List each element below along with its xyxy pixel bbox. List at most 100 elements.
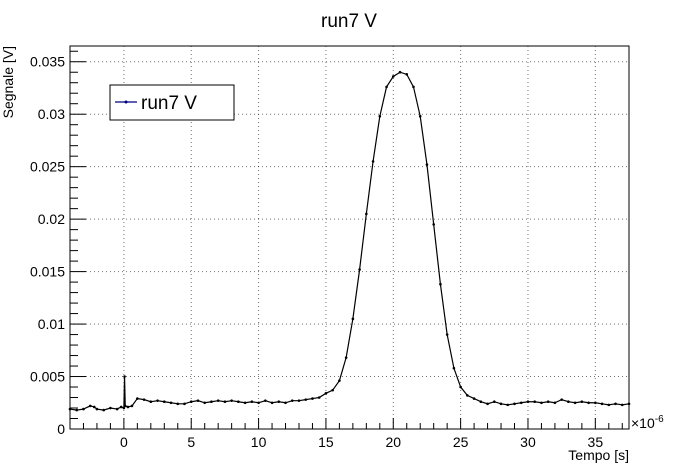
data-point <box>270 401 274 405</box>
y-tick-label: 0.025 <box>30 159 65 175</box>
data-point <box>189 400 193 404</box>
data-point <box>614 402 617 406</box>
x-axis-title: Tempo [s] <box>568 447 629 463</box>
data-point <box>486 402 489 406</box>
data-point <box>499 402 503 406</box>
data-point <box>533 400 537 404</box>
legend-marker-swatch <box>124 100 128 104</box>
data-point <box>304 398 308 401</box>
data-point <box>459 385 462 389</box>
data-point <box>122 406 126 410</box>
x-tick-label: 5 <box>187 434 195 450</box>
data-point <box>351 317 355 321</box>
data-point <box>425 163 429 166</box>
data-point <box>398 70 402 74</box>
plot-frame <box>69 45 630 430</box>
data-series <box>68 70 631 412</box>
data-point <box>136 397 139 400</box>
data-point <box>573 401 577 405</box>
data-point <box>230 399 233 402</box>
data-point <box>156 399 159 402</box>
data-point <box>109 406 112 410</box>
y-tick-label: 0.005 <box>30 369 65 385</box>
data-point <box>317 396 321 399</box>
legend-label: run7 V <box>141 93 197 114</box>
data-point <box>506 403 510 407</box>
data-point <box>493 400 496 404</box>
data-point <box>405 73 409 76</box>
data-point <box>479 400 483 404</box>
data-point <box>257 401 260 405</box>
data-point <box>378 115 382 118</box>
data-point <box>277 400 281 404</box>
data-point <box>223 400 227 404</box>
x-tick-label: 25 <box>453 434 469 450</box>
y-tick-label: 0.01 <box>38 316 65 332</box>
data-point <box>284 401 287 405</box>
data-point <box>311 397 314 400</box>
data-point <box>297 399 301 402</box>
data-point <box>344 356 348 359</box>
data-point <box>203 401 206 405</box>
data-point <box>237 400 240 404</box>
chart-title: run7 V <box>321 11 377 32</box>
x-axis-exponent: ×10-6 <box>631 414 664 431</box>
data-point <box>75 408 79 412</box>
data-point <box>169 401 173 405</box>
data-point <box>338 379 341 383</box>
data-point <box>391 75 395 78</box>
data-point <box>331 388 334 392</box>
data-point <box>600 402 604 406</box>
data-point <box>580 400 584 404</box>
data-point <box>553 401 557 405</box>
data-point <box>371 160 375 163</box>
data-point <box>418 115 422 118</box>
data-point <box>142 398 146 401</box>
data-point <box>620 403 624 407</box>
y-tick-label: 0.02 <box>38 211 65 227</box>
data-point <box>365 212 368 216</box>
data-point <box>594 401 597 405</box>
data-point <box>123 375 126 378</box>
data-point <box>149 400 153 404</box>
data-point <box>95 407 99 411</box>
data-point <box>466 394 469 397</box>
axes: 0 5 10 15 20 25 30 35 0 0.005 0.01 0.015 0.02 0.025 0.… <box>30 50 623 450</box>
data-point <box>324 392 328 395</box>
data-point <box>243 401 247 405</box>
data-point <box>526 400 530 404</box>
x-tick-label: 20 <box>385 434 401 450</box>
x-tick-label: 35 <box>588 434 604 450</box>
x-tick-label: 10 <box>251 434 267 450</box>
data-point <box>567 400 570 404</box>
data-point <box>546 400 550 404</box>
data-point <box>290 399 294 402</box>
y-tick-label: 0.035 <box>30 54 65 70</box>
series-line <box>69 71 630 411</box>
data-point <box>216 399 220 402</box>
data-point <box>560 398 563 401</box>
data-point <box>540 401 543 405</box>
data-point <box>519 401 523 405</box>
data-point <box>119 405 123 409</box>
data-point <box>210 400 213 404</box>
data-point <box>115 407 119 411</box>
legend: run7 V <box>109 84 235 121</box>
x-tick-label: 15 <box>318 434 334 450</box>
data-point <box>126 405 130 409</box>
y-tick-label: 0.015 <box>30 264 65 280</box>
data-point <box>123 404 127 408</box>
data-point <box>102 408 105 412</box>
data-point <box>250 400 254 404</box>
data-point <box>196 399 200 402</box>
data-point <box>88 404 92 408</box>
y-axis-title: Segnale [V] <box>0 46 16 118</box>
x-tick-label: 0 <box>120 434 128 450</box>
data-point <box>412 85 415 89</box>
data-point <box>439 282 442 286</box>
data-point <box>513 402 516 406</box>
data-point <box>92 405 96 409</box>
x-tick-label: 30 <box>520 434 536 450</box>
data-point <box>432 223 435 226</box>
x-exponent-power: -6 <box>655 414 664 425</box>
